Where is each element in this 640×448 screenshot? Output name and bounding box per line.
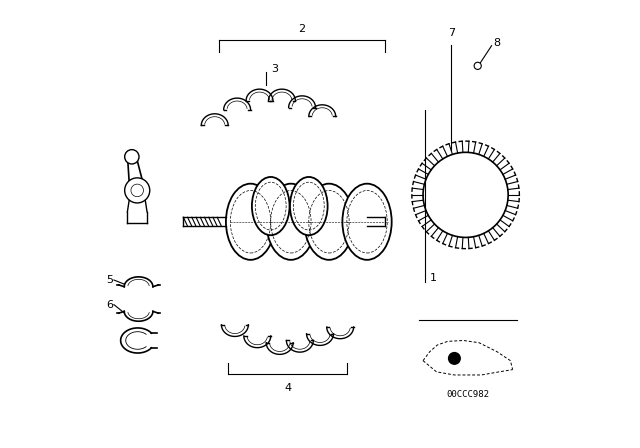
- Polygon shape: [257, 220, 308, 241]
- Text: 5: 5: [106, 275, 113, 285]
- Text: 4: 4: [284, 383, 291, 393]
- Text: 8: 8: [493, 38, 500, 47]
- Polygon shape: [269, 89, 295, 101]
- Polygon shape: [257, 192, 308, 202]
- Polygon shape: [296, 220, 346, 241]
- Polygon shape: [307, 334, 333, 345]
- Text: 00CCC982: 00CCC982: [446, 390, 490, 399]
- Ellipse shape: [226, 184, 275, 260]
- Circle shape: [449, 353, 460, 364]
- Polygon shape: [124, 277, 153, 287]
- Circle shape: [125, 150, 139, 164]
- Ellipse shape: [342, 184, 392, 260]
- Ellipse shape: [266, 184, 316, 260]
- Ellipse shape: [305, 184, 353, 260]
- Polygon shape: [289, 96, 316, 108]
- Polygon shape: [201, 114, 228, 125]
- Polygon shape: [224, 98, 250, 110]
- Ellipse shape: [252, 177, 289, 235]
- Polygon shape: [221, 325, 248, 336]
- Circle shape: [125, 178, 150, 203]
- Polygon shape: [274, 220, 322, 241]
- Text: 1: 1: [430, 273, 436, 283]
- Text: 7: 7: [448, 28, 455, 38]
- Polygon shape: [274, 192, 322, 202]
- Polygon shape: [234, 220, 284, 241]
- Polygon shape: [234, 192, 284, 202]
- Text: 6: 6: [106, 300, 113, 310]
- Polygon shape: [308, 105, 335, 116]
- Polygon shape: [266, 343, 293, 354]
- Polygon shape: [296, 192, 346, 202]
- Text: 2: 2: [298, 24, 306, 34]
- Text: 3: 3: [271, 65, 278, 74]
- Polygon shape: [326, 327, 354, 339]
- Polygon shape: [287, 340, 314, 352]
- Polygon shape: [246, 89, 273, 101]
- Polygon shape: [124, 311, 153, 321]
- Polygon shape: [244, 336, 271, 348]
- Ellipse shape: [290, 177, 328, 235]
